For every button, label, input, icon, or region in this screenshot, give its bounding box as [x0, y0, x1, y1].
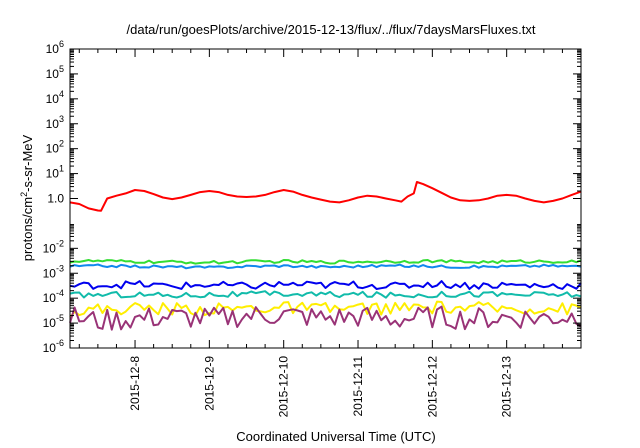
y-axis-label: protons/cm2-s-sr-MeV [19, 134, 35, 261]
series-line-4 [69, 280, 582, 290]
x-tick-label: 2015-12-11 [351, 356, 365, 417]
series-layer [69, 181, 582, 331]
plot-frame [69, 48, 582, 349]
y-tick-label: 101 [46, 164, 64, 181]
y-tick-label: 10-4 [43, 288, 64, 305]
x-axis-label: Coordinated Universal Time (UTC) [236, 429, 435, 444]
y-tick-label: 1.0 [47, 192, 64, 206]
y-tick-label: 10-2 [43, 238, 64, 255]
y-tick-label: 104 [46, 89, 64, 106]
y-tick-label: 105 [46, 64, 64, 81]
series-line-6 [69, 300, 582, 319]
chart-title: /data/run/goesPlots/archive/2015-12-13/f… [127, 22, 536, 37]
series-line-7 [69, 305, 582, 331]
y-tick-label: 102 [46, 139, 64, 156]
x-tick-label: 2015-12-10 [277, 356, 291, 418]
x-tick-label: 2015-12-8 [128, 356, 142, 411]
y-tick-label: 106 [46, 39, 64, 56]
series-line-1 [69, 181, 582, 212]
series-line-5 [69, 290, 582, 299]
y-tick-label: 103 [46, 114, 64, 131]
x-tick-label: 2015-12-13 [500, 356, 514, 418]
x-tick-label: 2015-12-12 [425, 356, 439, 418]
y-tick-label: 10-5 [43, 313, 64, 330]
y-tick-label: 10-6 [43, 338, 64, 355]
series-line-3 [69, 263, 582, 270]
y-tick-label: 10-3 [43, 263, 64, 280]
series-line-2 [69, 259, 582, 265]
axis-layer: 10-6 10-5 10-4 10-3 10-2 1.0 101 102 103 104 105 10… [43, 39, 582, 418]
x-tick-label: 2015-12-9 [202, 356, 216, 411]
